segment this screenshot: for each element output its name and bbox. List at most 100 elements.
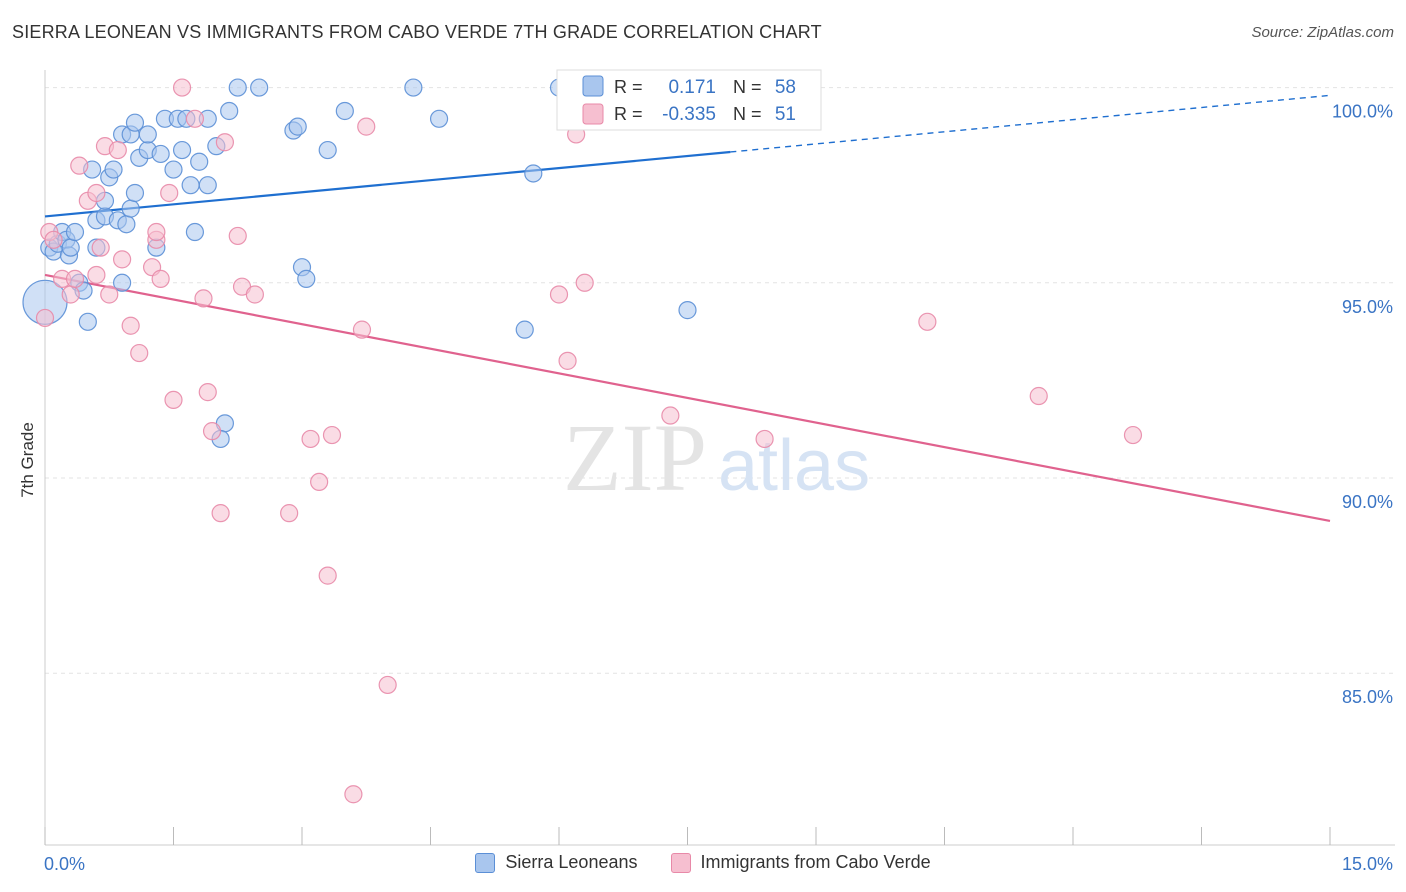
point-cabo-verde — [575, 273, 594, 292]
point-sierra-leoneans — [104, 160, 123, 179]
legend-label-cabo-verde: Immigrants from Cabo Verde — [700, 852, 931, 872]
bottom-legend: Sierra Leoneans Immigrants from Cabo Ver… — [0, 852, 1406, 878]
legend-r-value-pink: -0.335 — [662, 104, 716, 125]
point-sierra-leoneans — [228, 78, 247, 97]
point-sierra-leoneans — [172, 140, 192, 160]
point-cabo-verde — [549, 285, 569, 304]
point-cabo-verde — [1029, 386, 1048, 406]
point-cabo-verde — [121, 316, 140, 335]
legend-r-label-pink: R = — [614, 104, 643, 124]
legend-item-sierra-leoneans[interactable]: Sierra Leoneans — [475, 852, 637, 873]
point-cabo-verde — [164, 390, 183, 410]
point-sierra-leoneans — [198, 176, 217, 195]
point-sierra-leoneans — [185, 222, 205, 242]
point-cabo-verde — [65, 269, 85, 288]
point-cabo-verde — [87, 183, 106, 203]
point-sierra-leoneans — [335, 101, 354, 121]
legend-n-value-blue: 58 — [775, 77, 796, 98]
point-cabo-verde — [661, 406, 680, 425]
point-cabo-verde — [215, 133, 234, 152]
point-cabo-verde — [87, 265, 106, 285]
point-cabo-verde — [755, 429, 774, 449]
y-tick-label: 85.0% — [1342, 687, 1393, 707]
point-sierra-leoneans — [515, 320, 534, 339]
chart-source: Source: ZipAtlas.com — [1251, 24, 1394, 41]
point-sierra-leoneans — [125, 183, 145, 203]
y-axis-label: 7th Grade — [18, 422, 37, 498]
point-sierra-leoneans — [164, 160, 183, 179]
point-cabo-verde — [172, 78, 192, 97]
y-tick-label: 95.0% — [1342, 297, 1393, 317]
point-cabo-verde — [352, 320, 372, 339]
point-sierra-leoneans — [121, 199, 140, 218]
grid-lines — [45, 87, 1395, 674]
point-cabo-verde — [301, 429, 320, 449]
watermark: ZIP atlas — [563, 404, 870, 511]
point-cabo-verde — [108, 140, 127, 160]
legend-n-label-pink: N = — [733, 104, 762, 124]
point-sierra-leoneans — [61, 238, 80, 257]
legend-r-value-blue: 0.171 — [668, 77, 716, 98]
trend-line-sierra-leoneans-extension — [730, 94, 1331, 153]
point-cabo-verde — [310, 472, 329, 492]
point-cabo-verde — [91, 238, 110, 257]
point-cabo-verde — [245, 285, 264, 304]
point-sierra-leoneans — [138, 125, 157, 144]
chart-title: SIERRA LEONEAN VS IMMIGRANTS FROM CABO V… — [12, 22, 822, 42]
legend-n-value-pink: 51 — [775, 104, 796, 125]
point-sierra-leoneans — [181, 176, 200, 195]
legend-item-cabo-verde[interactable]: Immigrants from Cabo Verde — [670, 852, 931, 873]
point-sierra-leoneans — [429, 109, 449, 128]
point-cabo-verde — [558, 351, 577, 370]
point-cabo-verde — [70, 156, 89, 175]
legend-swatch-pink — [582, 103, 604, 125]
point-sierra-leoneans — [524, 164, 543, 183]
point-cabo-verde — [100, 285, 119, 304]
trend-line-cabo-verde — [44, 273, 1331, 523]
legend-swatch-cabo-verde — [670, 852, 691, 873]
x-tick-label-min: 0.0% — [44, 854, 85, 874]
legend-swatch-blue — [582, 75, 604, 97]
axes — [44, 70, 1395, 846]
point-cabo-verde — [61, 285, 80, 304]
point-cabo-verde — [202, 422, 222, 441]
point-cabo-verde — [228, 226, 247, 246]
point-cabo-verde — [198, 383, 217, 402]
y-tick-label: 90.0% — [1342, 492, 1393, 512]
legend-swatch-sierra-leoneans — [475, 852, 496, 873]
x-tick-label-max: 15.0% — [1342, 854, 1393, 874]
point-sierra-leoneans — [65, 222, 85, 242]
point-sierra-leoneans — [404, 78, 423, 97]
point-cabo-verde — [151, 269, 170, 288]
watermark-atlas: atlas — [718, 426, 870, 506]
point-sierra-leoneans — [112, 273, 132, 292]
point-sierra-leoneans — [151, 144, 170, 164]
point-cabo-verde — [211, 504, 230, 523]
point-cabo-verde — [147, 222, 166, 242]
point-cabo-verde — [357, 117, 376, 136]
point-cabo-verde — [130, 343, 149, 363]
point-sierra-leoneans — [250, 78, 269, 97]
point-cabo-verde — [185, 109, 205, 128]
legend-n-label-blue: N = — [733, 77, 762, 97]
point-sierra-leoneans — [78, 312, 97, 331]
point-cabo-verde — [280, 504, 299, 523]
point-sierra-leoneans — [190, 152, 209, 171]
point-cabo-verde — [44, 230, 63, 249]
point-cabo-verde — [378, 675, 397, 695]
point-sierra-leoneans — [297, 269, 316, 288]
point-sierra-leoneans — [220, 101, 239, 121]
point-cabo-verde — [344, 785, 363, 804]
point-cabo-verde — [318, 566, 337, 585]
trend-lines — [44, 94, 1331, 523]
data-points — [22, 78, 1143, 804]
y-tick-labels: 100.0% 95.0% 90.0% 85.0% — [1332, 102, 1393, 708]
point-cabo-verde — [194, 289, 213, 308]
point-sierra-leoneans — [318, 140, 337, 160]
correlation-legend: R = 0.171 N = 58 R = -0.335 N = 51 — [556, 69, 822, 131]
point-sierra-leoneans — [117, 215, 136, 234]
point-cabo-verde — [35, 308, 55, 328]
point-sierra-leoneans — [288, 117, 307, 136]
point-cabo-verde — [160, 183, 179, 203]
